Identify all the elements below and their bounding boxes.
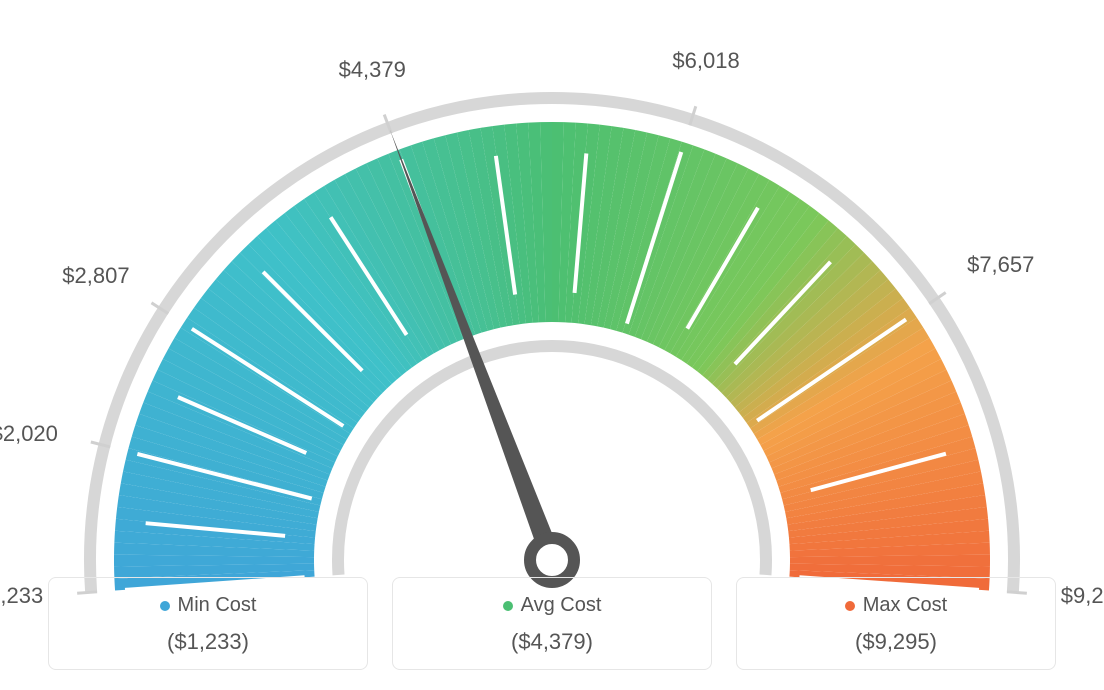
gauge-tick-label: $4,379 bbox=[339, 57, 406, 83]
legend-dot-avg bbox=[503, 601, 513, 611]
legend-title-max-text: Max Cost bbox=[863, 594, 947, 617]
gauge-tick-label: $2,020 bbox=[0, 421, 58, 447]
gauge-area: $1,233$2,020$2,807$4,379$6,018$7,657$9,2… bbox=[0, 0, 1104, 560]
gauge-tick-label: $7,657 bbox=[967, 253, 1034, 279]
legend-value-min: ($1,233) bbox=[49, 629, 367, 655]
legend-value-max: ($9,295) bbox=[737, 629, 1055, 655]
legend-dot-min bbox=[160, 601, 170, 611]
legend-value-avg: ($4,379) bbox=[393, 629, 711, 655]
legend-title-max: Max Cost bbox=[737, 594, 1055, 617]
legend-title-min-text: Min Cost bbox=[178, 594, 257, 617]
legend-card-avg: Avg Cost ($4,379) bbox=[392, 577, 712, 670]
gauge-tick-label: $6,018 bbox=[672, 48, 739, 74]
legend-row: Min Cost ($1,233) Avg Cost ($4,379) Max … bbox=[0, 577, 1104, 670]
legend-card-min: Min Cost ($1,233) bbox=[48, 577, 368, 670]
chart-container: $1,233$2,020$2,807$4,379$6,018$7,657$9,2… bbox=[0, 0, 1104, 690]
gauge-tick-label: $2,807 bbox=[62, 264, 129, 290]
legend-title-avg: Avg Cost bbox=[393, 594, 711, 617]
gauge-svg bbox=[0, 50, 1104, 610]
legend-title-min: Min Cost bbox=[49, 594, 367, 617]
legend-card-max: Max Cost ($9,295) bbox=[736, 577, 1056, 670]
legend-dot-max bbox=[845, 601, 855, 611]
legend-title-avg-text: Avg Cost bbox=[521, 594, 602, 617]
